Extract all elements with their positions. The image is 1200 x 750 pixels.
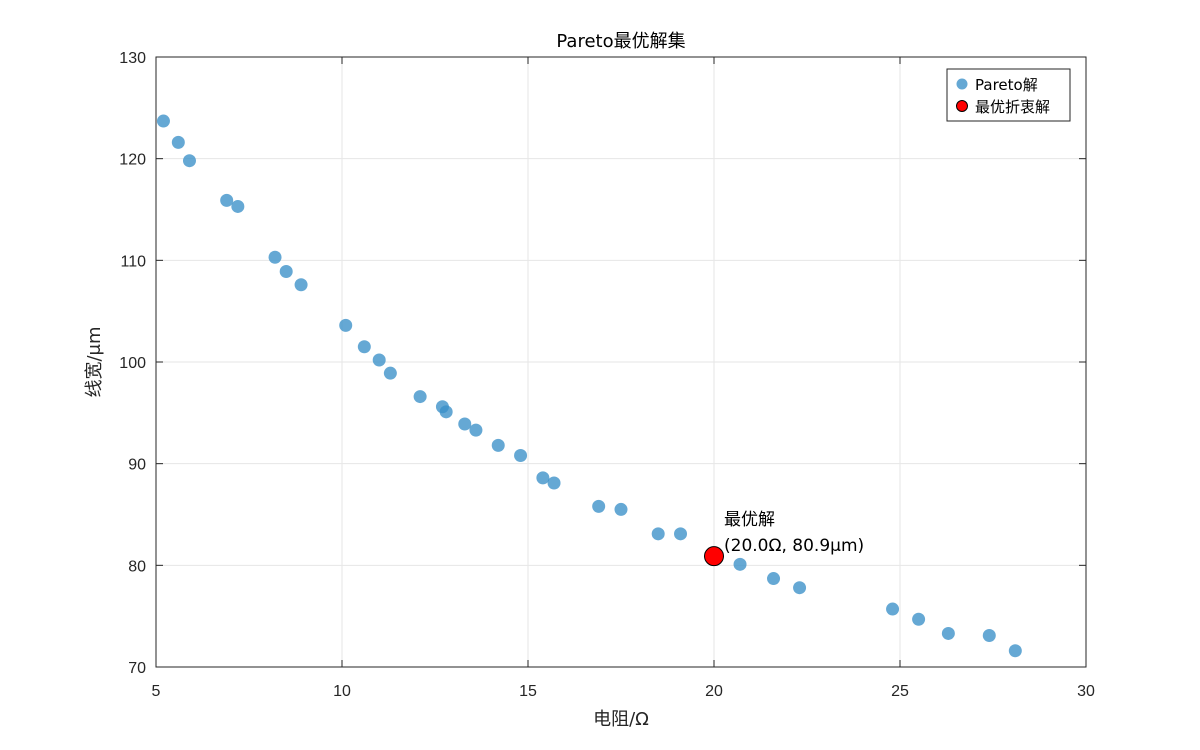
pareto-point: [383, 366, 397, 380]
pareto-point: [231, 199, 245, 213]
pareto-point: [912, 612, 926, 626]
x-tick-label: 30: [1077, 683, 1095, 700]
pareto-point: [491, 438, 505, 452]
pareto-point: [220, 193, 234, 207]
pareto-point: [793, 581, 807, 595]
legend-label-pareto: Pareto解: [975, 76, 1038, 94]
x-axis-ticks: 5 10 15 20 25 30: [152, 57, 1095, 700]
y-axis-label: 线宽/μm: [84, 326, 105, 397]
grid: [156, 57, 1086, 667]
pareto-point: [171, 135, 185, 149]
pareto-point: [156, 114, 170, 128]
pareto-point: [439, 405, 453, 419]
x-tick-label: 15: [519, 683, 537, 700]
x-tick-label: 20: [705, 683, 723, 700]
y-tick-label: 130: [119, 50, 146, 67]
pareto-point: [339, 318, 353, 332]
pareto-point: [458, 417, 472, 431]
pareto-point: [651, 527, 665, 541]
pareto-point: [357, 340, 371, 354]
pareto-points: [156, 114, 1022, 658]
pareto-point: [536, 471, 550, 485]
optimal-point: [704, 546, 724, 567]
pareto-point: [413, 390, 427, 404]
annotation-line2: (20.0Ω, 80.9μm): [724, 536, 864, 556]
x-tick-label: 25: [891, 683, 909, 700]
x-tick-label: 10: [333, 683, 351, 700]
legend-marker-pareto: [956, 78, 968, 90]
pareto-point: [469, 423, 483, 437]
pareto-point: [941, 626, 955, 640]
y-tick-label: 70: [128, 660, 146, 677]
pareto-point: [182, 154, 196, 168]
legend-marker-optimal: [956, 100, 968, 112]
y-tick-label: 80: [128, 558, 146, 575]
pareto-point: [982, 628, 996, 642]
legend-label-optimal: 最优折衷解: [975, 98, 1050, 116]
x-tick-label: 5: [152, 683, 161, 700]
pareto-point: [279, 265, 293, 279]
pareto-point: [674, 527, 688, 541]
pareto-point: [733, 557, 747, 571]
y-tick-label: 120: [119, 152, 146, 169]
legend-box: [946, 68, 1071, 122]
pareto-point: [886, 602, 900, 616]
pareto-point: [592, 499, 606, 513]
pareto-point: [268, 250, 282, 264]
pareto-point: [1008, 644, 1022, 658]
pareto-point: [294, 278, 308, 292]
optimal-annotation: 最优解 (20.0Ω, 80.9μm): [724, 510, 864, 556]
annotation-line1: 最优解: [724, 510, 775, 530]
x-axis-label: 电阻/Ω: [593, 709, 649, 730]
legend: Pareto解 最优折衷解: [946, 68, 1071, 122]
pareto-point: [767, 572, 781, 586]
y-tick-label: 90: [128, 457, 146, 474]
y-axis-ticks: 70 80 90 100 110 120 130: [119, 50, 1086, 677]
optimal-point-layer: [704, 546, 724, 567]
pareto-point: [372, 353, 386, 367]
y-tick-label: 100: [119, 355, 146, 372]
pareto-point: [514, 449, 528, 463]
pareto-point: [614, 502, 628, 516]
pareto-point: [547, 476, 561, 490]
chart-title: Pareto最优解集: [556, 31, 685, 52]
y-tick-label: 110: [120, 253, 146, 270]
